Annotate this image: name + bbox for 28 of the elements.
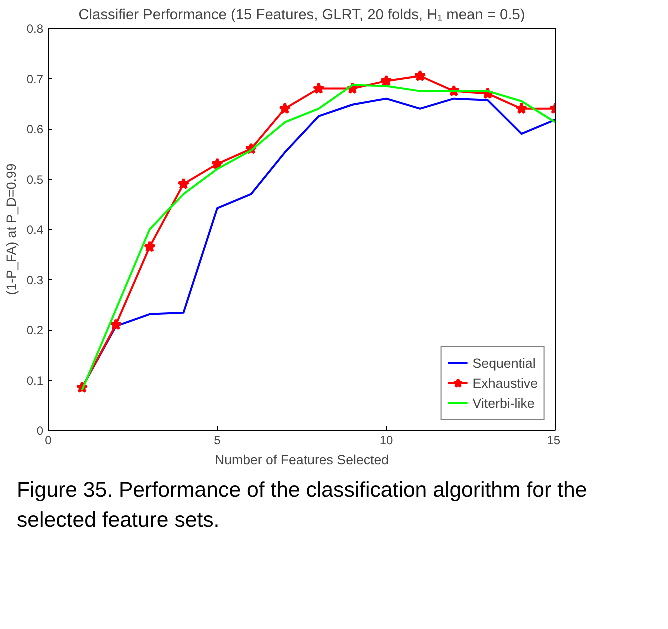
y-tick-label: 0.7 [26,72,44,86]
legend-label: Viterbi-like [472,396,535,410]
y-tick-label: 0 [36,424,44,438]
chart-title: Classifier Performance (15 Features, GLRT, 20 folds, H₁ mean = 0.5) [78,8,526,24]
point [279,102,292,114]
point [516,102,528,114]
point [110,318,122,330]
x-tick-label: 5 [214,434,222,448]
caption: Figure 35. Performance of the classification algorithm for the selected feature sets. [17,477,588,534]
y-tick-label: 0.1 [26,374,44,388]
y-tick-label: 0.8 [26,22,44,36]
x-tick-label: 10 [380,434,394,448]
legend-label: Sequential [472,356,536,370]
y-tick-label: 0.3 [26,273,44,288]
x-tick-label: 15 [547,434,561,448]
point [312,82,325,94]
y-tick-label: 0.5 [26,172,44,187]
point [414,70,426,82]
y-tick-label: 0.6 [26,122,44,136]
x-axis-title: Number of Features Selected [214,452,390,468]
point [178,178,190,190]
y-axis-title: (1-P_FA) at P_D=0.99 [4,164,19,296]
x-tick-label: 0 [45,434,52,448]
y-tick-label: 0.4 [26,223,44,237]
y-tick-label: 0.2 [26,324,44,338]
point [380,75,393,87]
point [144,240,156,252]
legend-label: Exhaustive [472,376,538,390]
